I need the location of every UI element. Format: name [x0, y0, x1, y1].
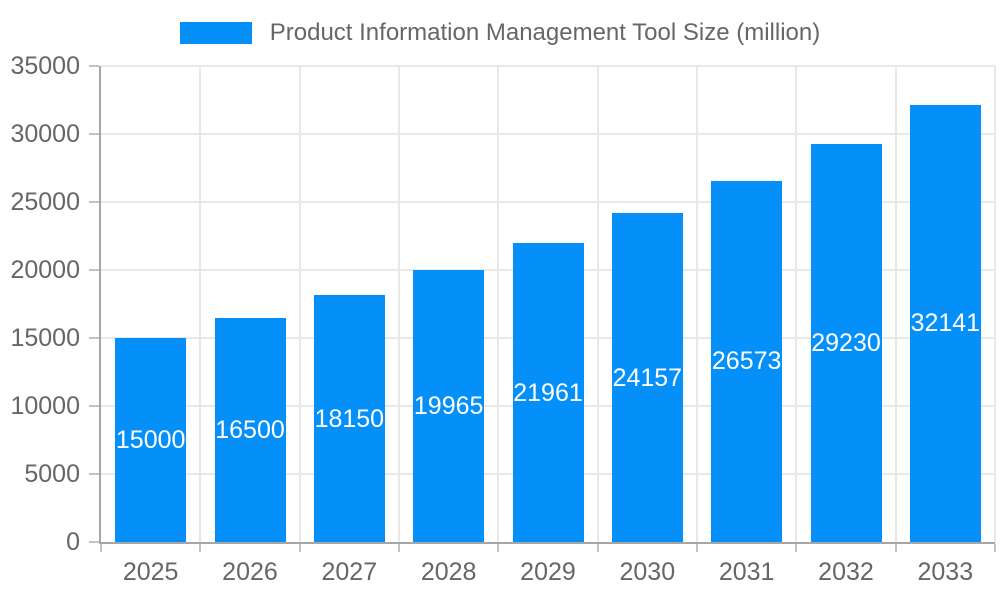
bar[interactable]: 16500 [214, 317, 286, 542]
gridline-v [696, 66, 698, 542]
x-tick [398, 544, 400, 552]
bar[interactable]: 19965 [413, 270, 485, 542]
y-tick-label: 30000 [10, 120, 80, 148]
y-tick [89, 133, 99, 135]
x-tick [298, 544, 301, 552]
bar[interactable]: 32141 [909, 104, 981, 542]
y-tick-label: 0 [66, 528, 80, 556]
y-tick-label: 5000 [24, 460, 80, 488]
bar-value-label: 16500 [215, 415, 285, 444]
x-tick-label: 2031 [718, 558, 775, 586]
bar[interactable]: 15000 [115, 338, 187, 542]
x-tick [994, 544, 996, 552]
bar[interactable]: 26573 [711, 180, 783, 542]
bar-value-label: 15000 [115, 426, 186, 454]
bar-value-label: 29230 [811, 329, 881, 358]
x-axis-line [99, 542, 995, 544]
bar-value-label: 26573 [711, 347, 782, 376]
chart-legend: Product Information Management Tool Size… [0, 20, 1000, 46]
y-tick-label: 35000 [10, 52, 80, 80]
bar[interactable]: 24157 [611, 213, 683, 542]
bar-value-label: 24157 [612, 363, 683, 392]
x-tick [596, 544, 599, 552]
x-tick-label: 2026 [222, 558, 278, 586]
x-tick [696, 544, 698, 552]
gridline-v [894, 66, 897, 542]
y-tick [89, 337, 99, 339]
x-tick-label: 2033 [917, 558, 974, 586]
x-tick [199, 544, 202, 552]
gridline-h [101, 133, 995, 135]
x-tick [497, 544, 500, 552]
y-tick [89, 405, 99, 407]
y-tick-label: 20000 [10, 256, 80, 284]
x-tick-label: 2030 [619, 558, 676, 586]
y-tick-label: 15000 [10, 324, 80, 352]
bar-value-label: 32141 [910, 309, 981, 338]
y-tick [89, 269, 99, 271]
bar-value-label: 19965 [413, 392, 484, 421]
legend-label[interactable]: Product Information Management Tool Size… [269, 19, 821, 46]
y-tick-label: 25000 [10, 188, 80, 216]
gridline-v [994, 66, 996, 542]
bar[interactable]: 29230 [810, 144, 882, 542]
y-tick [89, 473, 99, 475]
gridline-v [596, 66, 599, 542]
gridline-v [199, 66, 202, 542]
gridline-v [298, 66, 301, 542]
gridline-h [101, 65, 995, 67]
gridline-v [497, 66, 500, 542]
gridline-h [101, 201, 995, 203]
gridline-v [795, 66, 798, 542]
x-tick-label: 2028 [420, 558, 477, 586]
bar-value-label: 21961 [513, 378, 583, 407]
x-tick-label: 2029 [520, 558, 576, 586]
legend-swatch[interactable] [179, 22, 252, 44]
y-tick [89, 65, 99, 67]
y-tick [89, 541, 99, 543]
y-tick-label: 10000 [10, 392, 80, 420]
bar[interactable]: 21961 [512, 243, 584, 542]
x-tick [795, 544, 798, 552]
x-tick [100, 544, 102, 552]
x-tick-label: 2025 [122, 558, 179, 586]
y-tick [89, 201, 99, 203]
y-axis-line [99, 66, 101, 544]
bar-value-label: 18150 [314, 404, 385, 433]
x-tick [894, 544, 897, 552]
bar[interactable]: 18150 [313, 295, 385, 542]
x-tick-label: 2027 [321, 558, 378, 586]
gridline-v [398, 66, 400, 542]
x-tick-label: 2032 [818, 558, 874, 586]
